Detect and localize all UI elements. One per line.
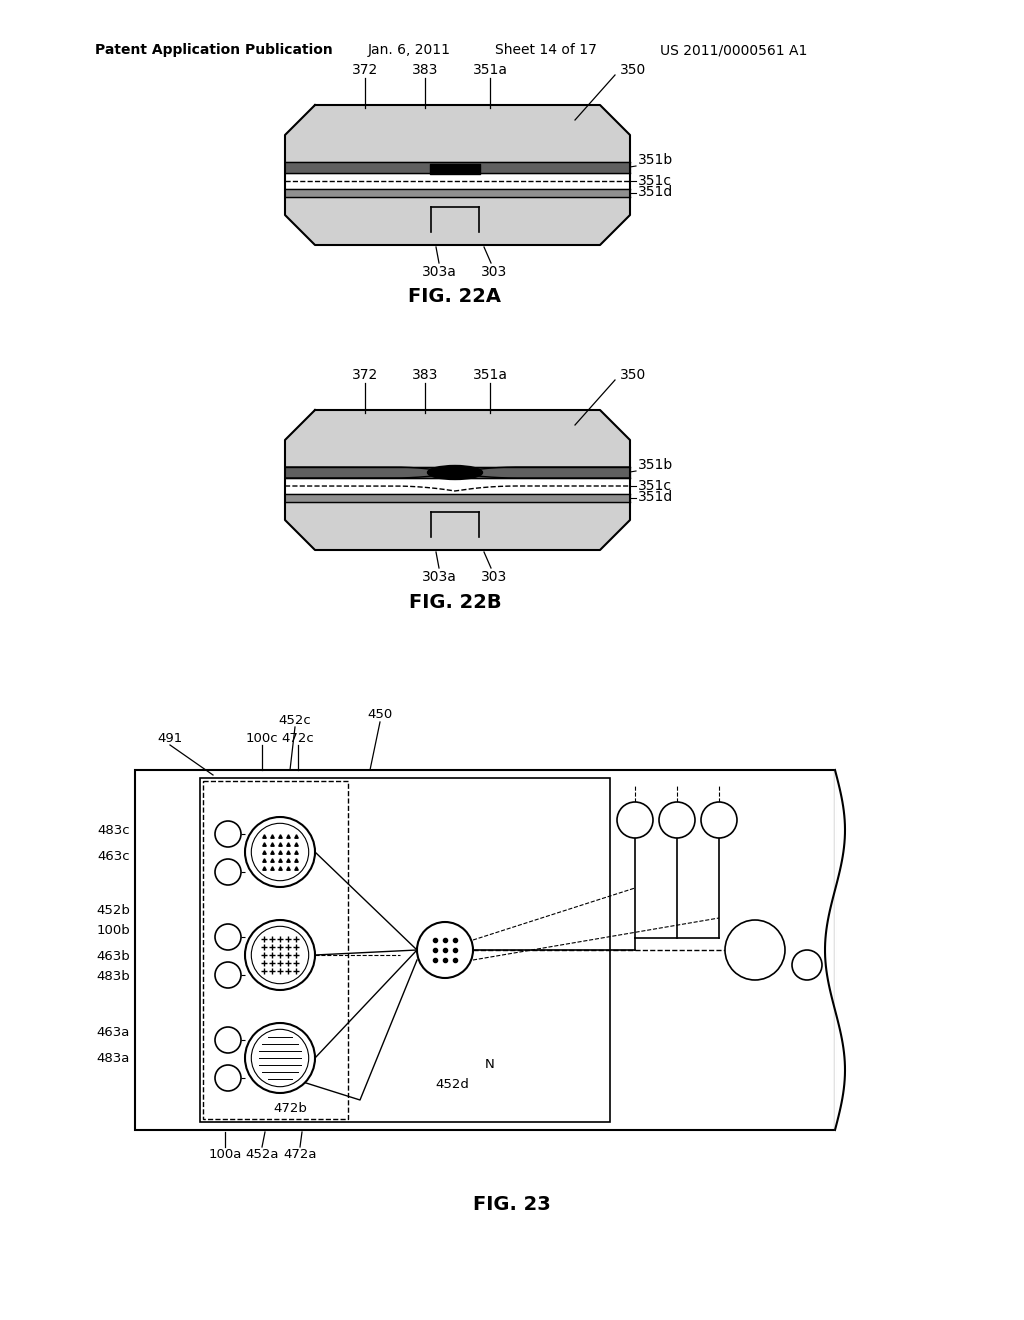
Circle shape xyxy=(245,920,315,990)
Text: Jan. 6, 2011: Jan. 6, 2011 xyxy=(368,44,451,57)
Circle shape xyxy=(659,803,695,838)
Text: 303a: 303a xyxy=(422,570,457,583)
Circle shape xyxy=(417,921,473,978)
Text: 463c: 463c xyxy=(97,850,130,863)
Text: 383: 383 xyxy=(412,368,438,381)
Text: 350: 350 xyxy=(620,368,646,381)
Text: 100a: 100a xyxy=(208,1148,242,1162)
Text: Patent Application Publication: Patent Application Publication xyxy=(95,44,333,57)
Circle shape xyxy=(215,924,241,950)
Ellipse shape xyxy=(427,466,482,479)
Text: 483c: 483c xyxy=(97,824,130,837)
Circle shape xyxy=(725,920,785,979)
Text: 351a: 351a xyxy=(472,368,508,381)
Bar xyxy=(203,781,348,1119)
Text: 452b: 452b xyxy=(96,903,130,916)
Text: 463b: 463b xyxy=(96,950,130,964)
Circle shape xyxy=(792,950,822,979)
Circle shape xyxy=(245,817,315,887)
Text: 351c: 351c xyxy=(638,174,672,187)
Text: 483b: 483b xyxy=(96,970,130,983)
Text: Sheet 14 of 17: Sheet 14 of 17 xyxy=(495,44,597,57)
Polygon shape xyxy=(285,106,630,162)
Polygon shape xyxy=(285,502,630,550)
Text: FIG. 22A: FIG. 22A xyxy=(409,288,502,306)
Text: 483a: 483a xyxy=(96,1052,130,1064)
Circle shape xyxy=(215,821,241,847)
Text: US 2011/0000561 A1: US 2011/0000561 A1 xyxy=(660,44,807,57)
Text: 372: 372 xyxy=(352,368,378,381)
Polygon shape xyxy=(285,197,630,246)
Text: 383: 383 xyxy=(412,63,438,77)
Text: 452c: 452c xyxy=(279,714,311,726)
Circle shape xyxy=(215,962,241,987)
Text: 351d: 351d xyxy=(638,185,673,199)
Text: 351b: 351b xyxy=(638,458,673,473)
Text: N: N xyxy=(485,1059,495,1072)
Text: 452d: 452d xyxy=(435,1078,469,1092)
Text: 452a: 452a xyxy=(246,1148,279,1162)
Text: 351d: 351d xyxy=(638,490,673,504)
Text: 351a: 351a xyxy=(472,63,508,77)
Circle shape xyxy=(245,1023,315,1093)
Text: 303: 303 xyxy=(481,265,507,279)
Bar xyxy=(135,770,835,1130)
Text: 472a: 472a xyxy=(284,1148,316,1162)
Text: 463a: 463a xyxy=(96,1027,130,1040)
Circle shape xyxy=(215,859,241,884)
Circle shape xyxy=(215,1027,241,1053)
Text: 491: 491 xyxy=(158,731,182,744)
Text: 472b: 472b xyxy=(273,1101,307,1114)
Text: FIG. 23: FIG. 23 xyxy=(473,1196,551,1214)
Circle shape xyxy=(215,1065,241,1092)
Text: 351b: 351b xyxy=(638,153,673,168)
Text: 372: 372 xyxy=(352,63,378,77)
Text: FIG. 22B: FIG. 22B xyxy=(409,593,502,611)
Text: 100c: 100c xyxy=(246,731,279,744)
Text: 303: 303 xyxy=(481,570,507,583)
Polygon shape xyxy=(285,411,630,467)
Circle shape xyxy=(617,803,653,838)
Text: 303a: 303a xyxy=(422,265,457,279)
Text: 351c: 351c xyxy=(638,479,672,492)
Text: 472c: 472c xyxy=(282,731,314,744)
Text: 450: 450 xyxy=(368,709,392,722)
Bar xyxy=(200,777,610,1122)
Circle shape xyxy=(701,803,737,838)
Text: 350: 350 xyxy=(620,63,646,77)
Text: 100b: 100b xyxy=(96,924,130,936)
